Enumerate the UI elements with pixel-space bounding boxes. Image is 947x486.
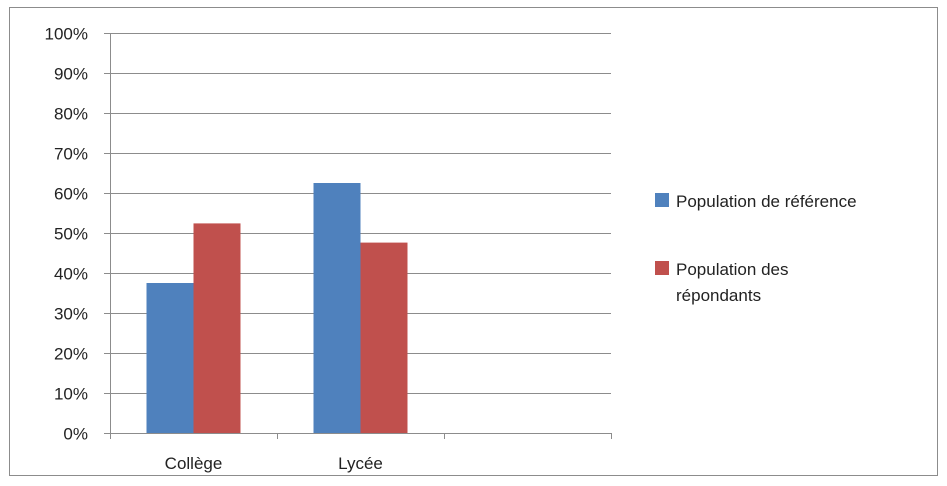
legend-swatch <box>655 193 669 207</box>
y-tick-label: 100% <box>45 25 88 44</box>
legend-label: Population de référence <box>676 192 857 211</box>
y-tick-label: 10% <box>54 385 88 404</box>
x-axis-labels: Collège Lycée <box>165 454 383 473</box>
y-tick-label: 20% <box>54 345 88 364</box>
y-tick-label: 30% <box>54 305 88 324</box>
bar <box>313 183 361 433</box>
x-tick-label: Collège <box>165 454 223 473</box>
x-tick-label: Lycée <box>338 454 383 473</box>
y-tick-label: 60% <box>54 185 88 204</box>
bar <box>360 242 408 433</box>
legend-label: Population des répondants <box>676 260 788 305</box>
bar <box>146 283 194 433</box>
bars <box>146 183 408 433</box>
y-axis-ticks: 0% 10% 20% 30% 40% 50% 60% 70% 80% 90% 100% <box>45 25 110 444</box>
y-tick-label: 80% <box>54 105 88 124</box>
legend-swatch <box>655 261 669 275</box>
axes <box>110 33 612 439</box>
y-tick-label: 50% <box>54 225 88 244</box>
y-tick-label: 70% <box>54 145 88 164</box>
chart-border <box>9 7 938 476</box>
y-tick-label: 90% <box>54 65 88 84</box>
legend: Population de référence Population des rép… <box>655 192 857 305</box>
bar <box>193 223 241 433</box>
y-tick-label: 40% <box>54 265 88 284</box>
y-tick-label: 0% <box>63 425 88 444</box>
